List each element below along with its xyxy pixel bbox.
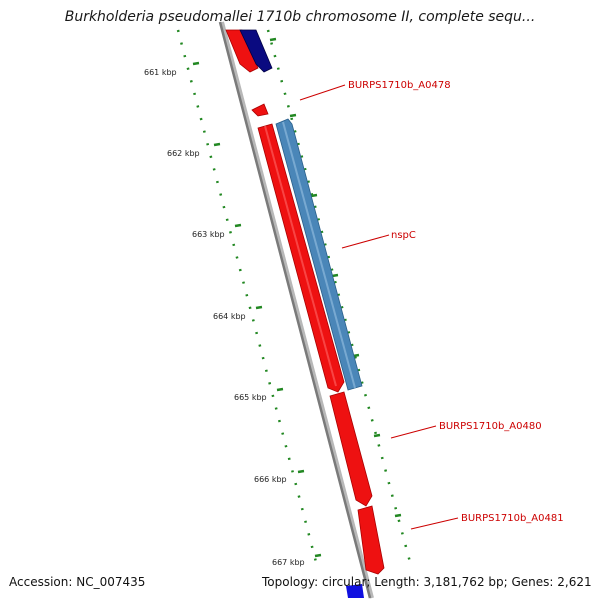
gene-label-a0481[interactable]: BURPS1710b_A0481 [461,513,564,524]
gene-BURPS1710b_A0481[interactable] [357,505,385,575]
gene-red-long[interactable] [257,123,345,393]
gene-label-nspc[interactable]: nspC [391,230,416,241]
tick-label: 664 kbp [213,312,246,321]
gene-nspC[interactable] [275,118,363,391]
gene-partial-top-left[interactable] [225,29,259,73]
gene-label-a0480[interactable]: BURPS1710b_A0480 [439,421,542,432]
gene-dark-blue-top[interactable] [239,29,273,73]
tick-label: 667 kbp [272,558,305,567]
tick-labels: 661 kbp 662 kbp 663 kbp 664 kbp 665 kbp … [144,68,305,567]
map-title: Burkholderia pseudomallei 1710b chromoso… [64,9,536,25]
tick-label: 666 kbp [254,475,287,484]
tick-label: 665 kbp [234,393,267,402]
label-connectors [299,84,459,530]
gene-BURPS1710b_A0478[interactable] [251,103,269,117]
tick-label: 663 kbp [192,230,225,239]
gene-labels: BURPS1710b_A0478 nspC BURPS1710b_A0480 B… [348,80,564,524]
outer-dotted-track [266,29,412,563]
gene-label-a0478[interactable]: BURPS1710b_A0478 [348,80,451,91]
tick-label: 662 kbp [167,149,200,158]
gene-BURPS1710b_A0480[interactable] [329,391,373,507]
tick-label: 661 kbp [144,68,177,77]
inner-dotted-track [176,29,318,563]
gene-blue-bottom[interactable] [346,584,364,598]
sequence-summary: Topology: circular; Length: 3,181,762 bp… [262,575,592,589]
accession-text: Accession: NC_007435 [9,575,146,589]
inner-major-ticks [192,61,322,558]
chromosome-backbone [218,21,374,599]
